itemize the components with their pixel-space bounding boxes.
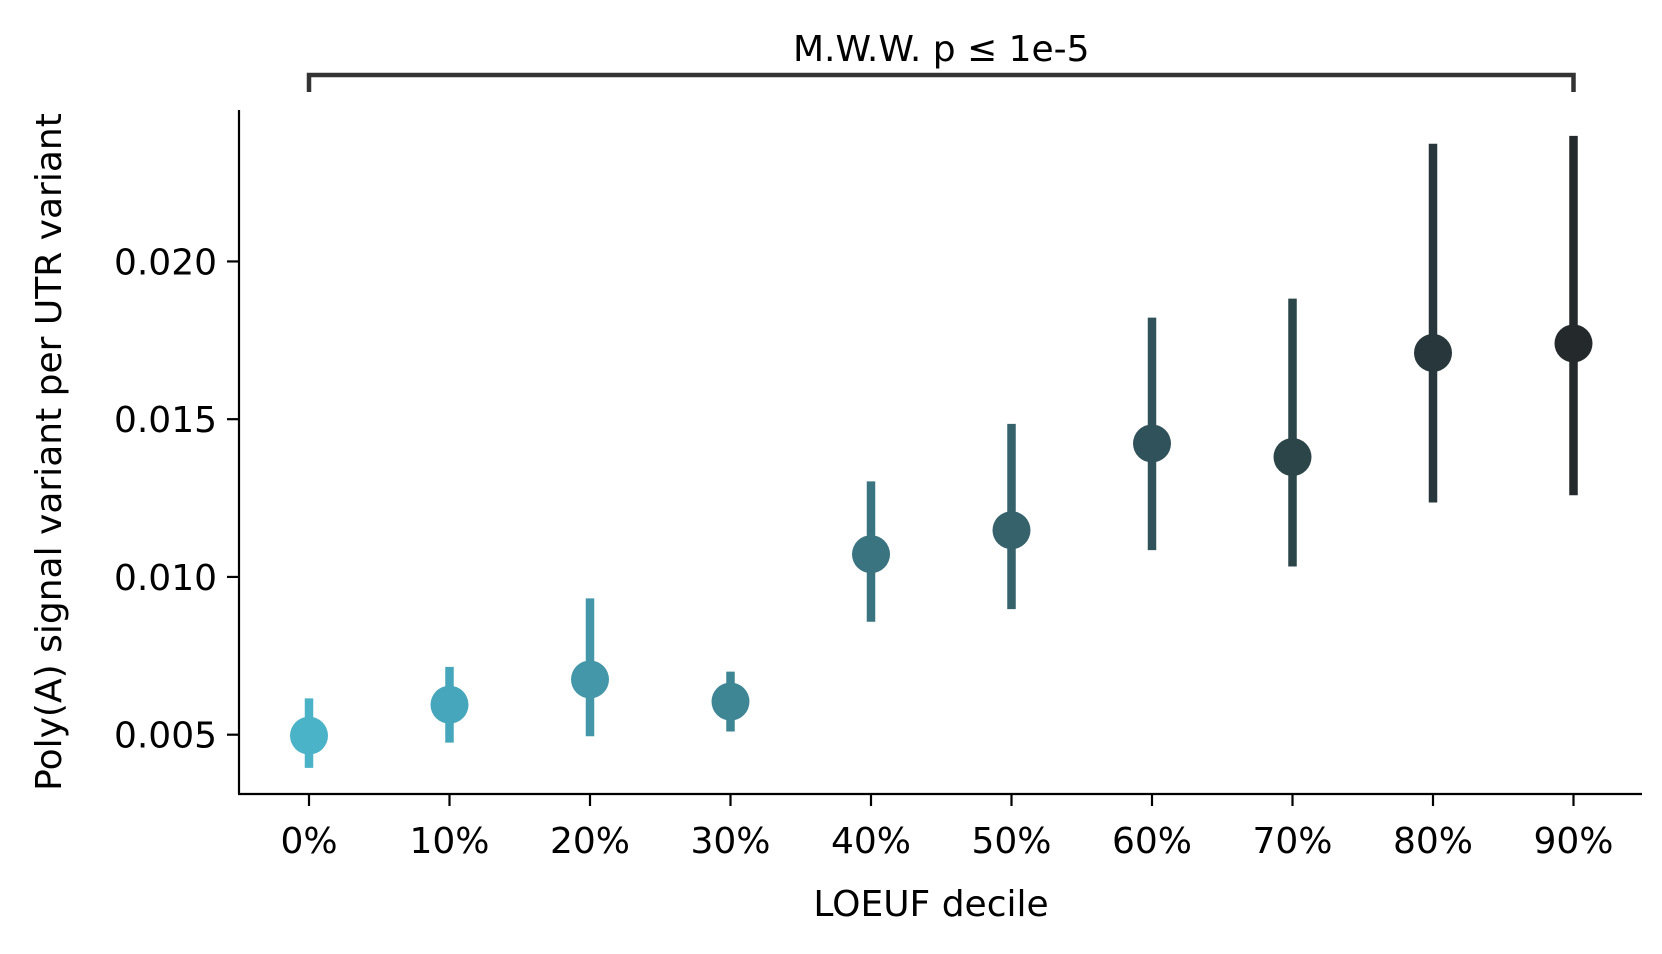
y-tick-label: 0.015	[114, 400, 217, 441]
data-point	[992, 511, 1031, 550]
x-tick-label: 70%	[1252, 821, 1332, 862]
x-tick-label: 20%	[550, 821, 630, 862]
data-point	[430, 685, 469, 724]
x-tick-label: 80%	[1393, 821, 1473, 862]
y-axis-label: Poly(A) signal variant per UTR variant	[29, 113, 70, 791]
x-axis-label: LOEUF decile	[813, 884, 1048, 925]
y-tick-label: 0.010	[114, 558, 217, 599]
y-tick-label: 0.005	[114, 716, 217, 757]
x-tick-label: 90%	[1533, 821, 1613, 862]
y-tick-label: 0.020	[114, 242, 217, 283]
x-tick-label: 60%	[1112, 821, 1192, 862]
data-point	[1273, 438, 1312, 477]
data-point	[1133, 424, 1171, 463]
significance-annotation: M.W.W. p ≤ 1e-5	[306, 29, 1576, 92]
x-tick-label: 50%	[971, 821, 1051, 862]
data-point	[290, 716, 328, 755]
data-point	[711, 682, 750, 721]
x-tick-label: 30%	[690, 821, 770, 862]
data-point	[1554, 324, 1593, 363]
data-point	[571, 660, 609, 699]
data-point	[1414, 333, 1452, 372]
x-tick-label: 10%	[409, 821, 489, 862]
significance-bracket	[306, 72, 1576, 92]
x-tick-label: 0%	[280, 821, 337, 862]
data-point	[852, 535, 890, 574]
ticks-layer: 0% 10% 20% 30% 40% 50% 60% 70% 80% 90% 0.005 0.010 0…	[114, 242, 1614, 862]
data-layer	[290, 135, 1593, 768]
x-tick-label: 40%	[831, 821, 911, 862]
significance-label: M.W.W. p ≤ 1e-5	[793, 29, 1090, 70]
